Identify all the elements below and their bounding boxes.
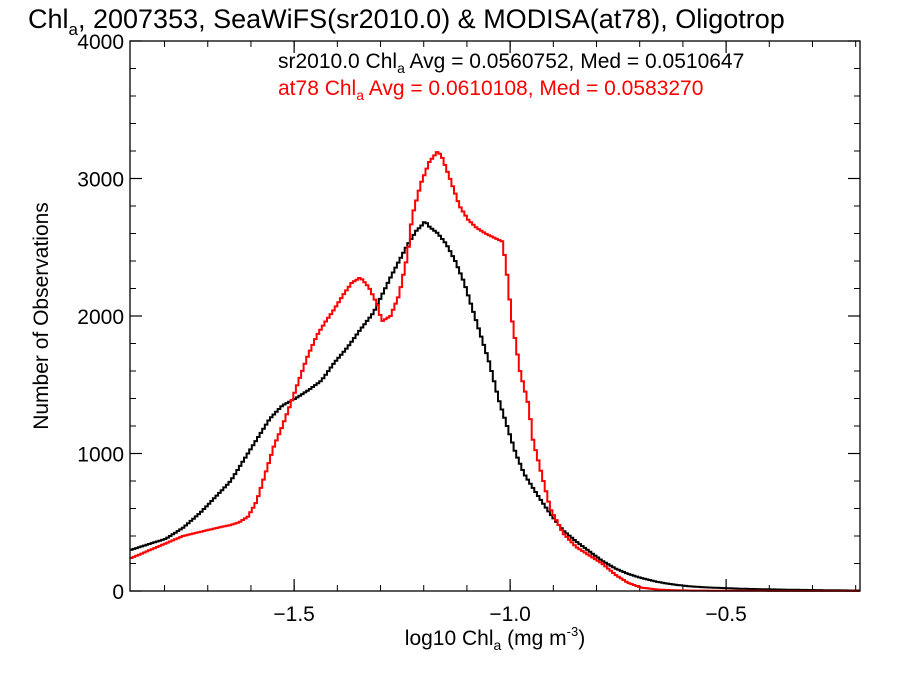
legend-post: Avg = 0.0610108, Med = 0.0583270 (364, 77, 703, 100)
legend-subscript: a (356, 87, 364, 103)
y-axis-label: Number of Observations (30, 202, 53, 430)
title-rest: , 2007353, SeaWiFS(sr2010.0) & MODISA(at… (78, 4, 785, 34)
series-line-sr2010.0 (130, 221, 860, 592)
y-tick-label: 1000 (77, 444, 124, 467)
xlabel-superscript: -3 (567, 624, 579, 639)
legend-entry-sr2010.0: sr2010.0 Chla Avg = 0.0560752, Med = 0.0… (278, 50, 744, 76)
series-layer (130, 151, 860, 592)
y-tick-label: 0 (112, 581, 124, 604)
y-tick-label: 4000 (77, 31, 124, 54)
chart-title: Chla, 2007353, SeaWiFS(sr2010.0) & MODIS… (28, 4, 785, 39)
x-tick-label: −0.5 (705, 603, 746, 626)
legend: sr2010.0 Chla Avg = 0.0560752, Med = 0.0… (278, 50, 744, 103)
x-tick-label: −1.0 (489, 603, 530, 626)
y-tick-label: 2000 (77, 306, 124, 329)
legend-subscript: a (397, 60, 405, 76)
y-tick-label: 3000 (77, 169, 124, 192)
y-axis: 0 1000 2000 3000 4000 (77, 31, 860, 604)
plot-area: 0 1000 2000 3000 4000 −1.5 −1.0 −0.5 (77, 31, 861, 626)
legend-entry-at78: at78 Chla Avg = 0.0610108, Med = 0.05832… (278, 77, 703, 103)
xlabel-subscript: a (494, 637, 502, 653)
legend-pre: at78 Chl (278, 77, 356, 100)
legend-post: Avg = 0.0560752, Med = 0.0510647 (405, 50, 744, 73)
series-line-at78 (130, 151, 860, 592)
xlabel-close: ) (578, 627, 585, 650)
xlabel-units: (mg m (501, 627, 566, 650)
plot-frame (129, 40, 861, 592)
x-tick-label: −1.5 (273, 603, 314, 626)
x-axis: −1.5 −1.0 −0.5 (164, 41, 857, 626)
title-main: Chl (28, 4, 69, 34)
xlabel-main: log10 Chl (405, 627, 494, 650)
x-axis-label: log10 Chla (mg m-3) (405, 624, 585, 653)
title-subscript: a (69, 20, 79, 39)
legend-pre: sr2010.0 Chl (278, 50, 397, 73)
